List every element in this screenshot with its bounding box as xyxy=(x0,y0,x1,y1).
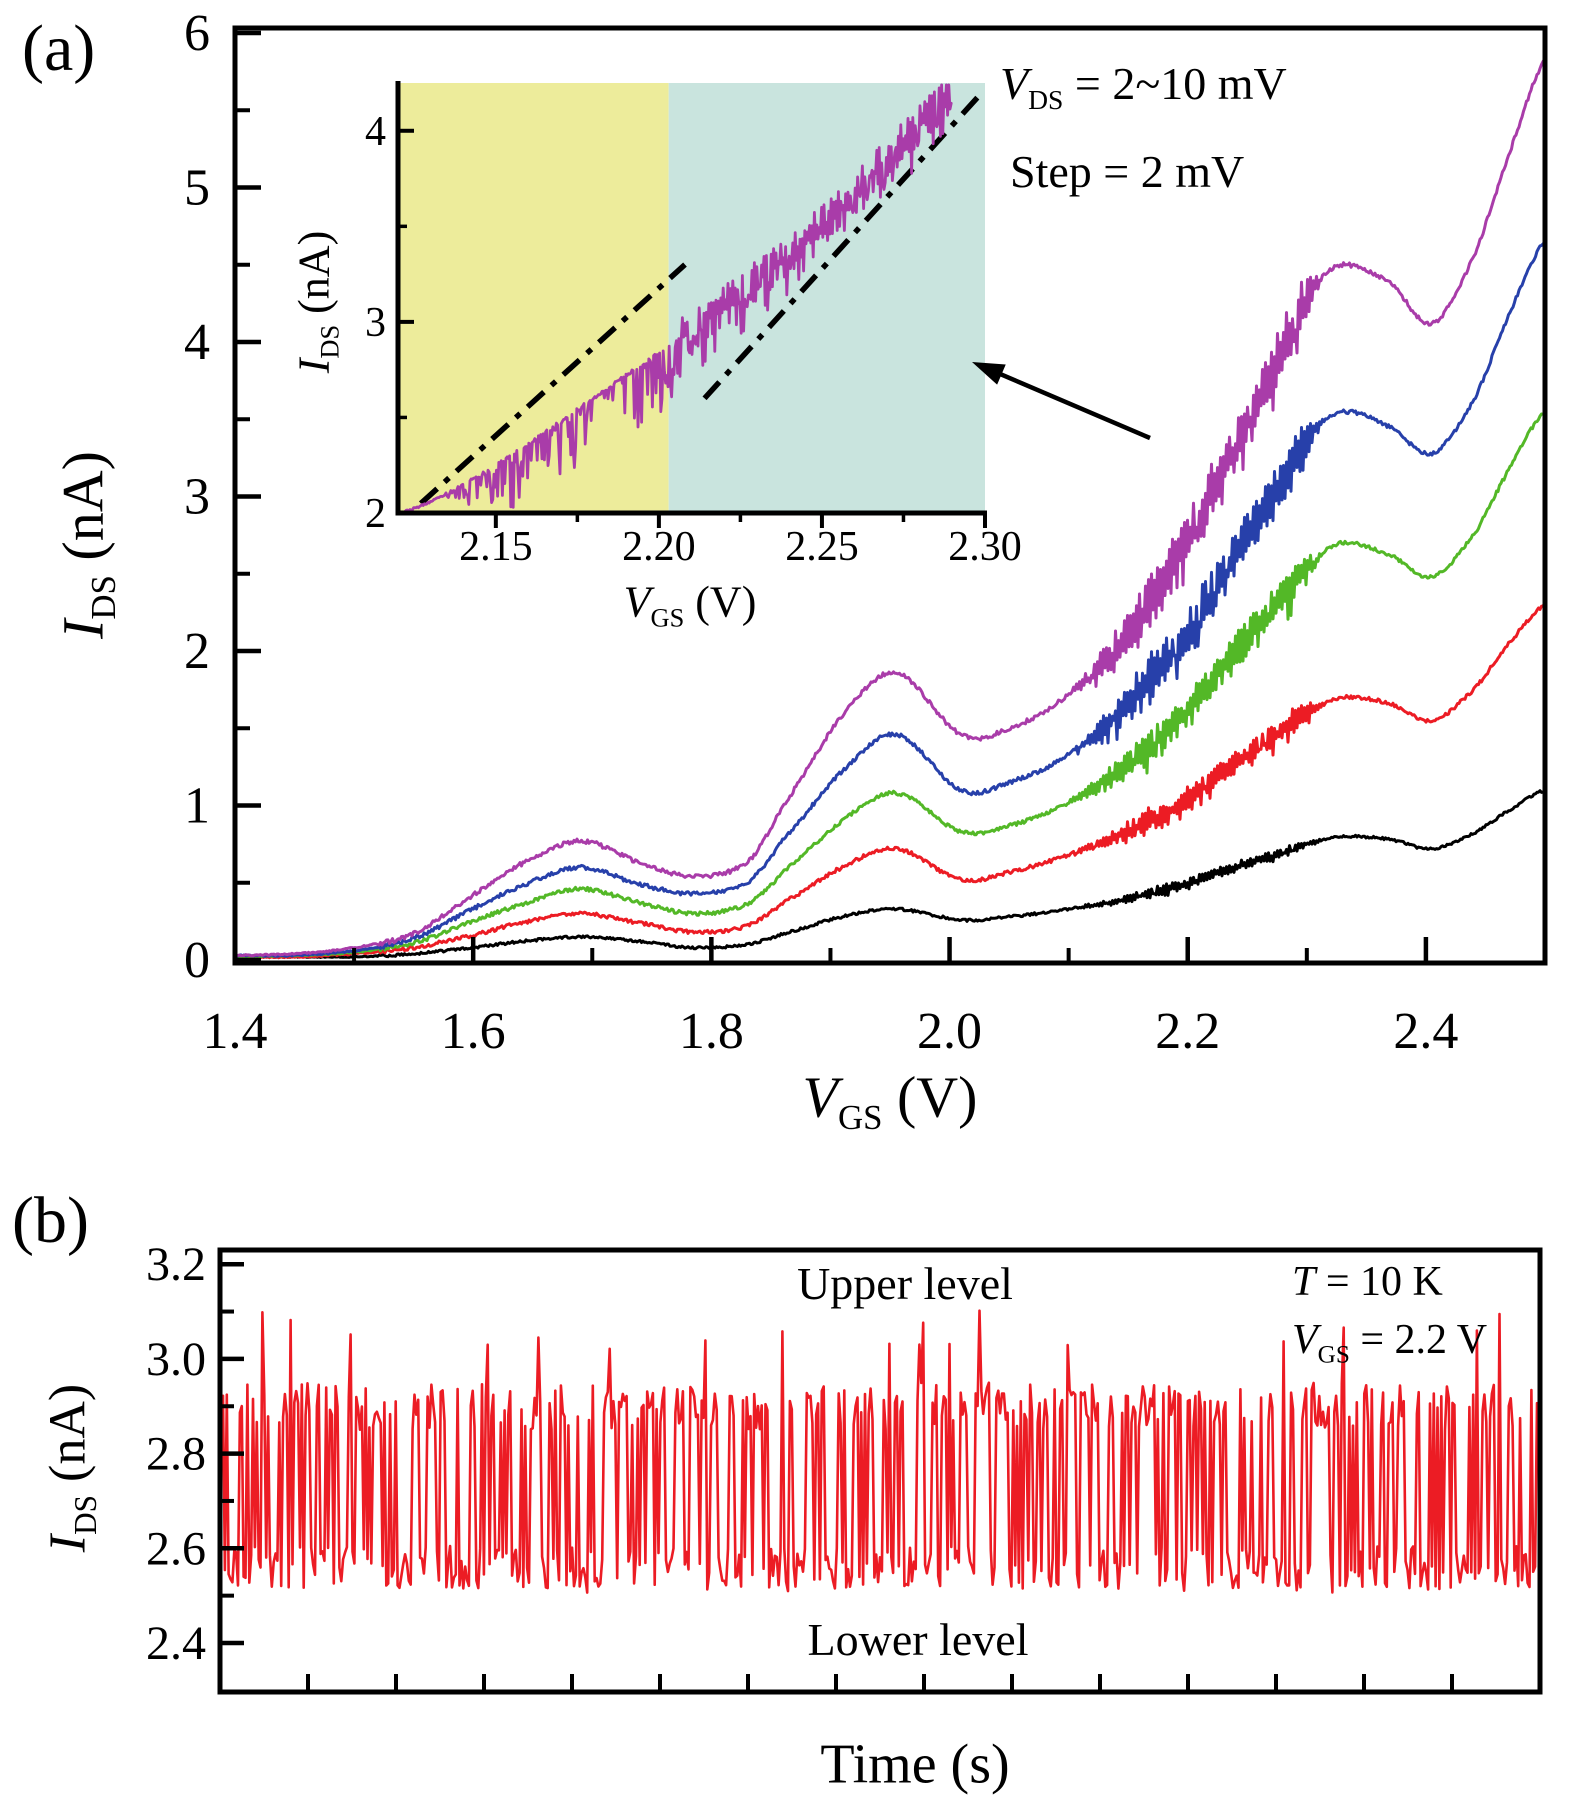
svg-text:4: 4 xyxy=(184,314,210,371)
svg-text:1: 1 xyxy=(184,778,210,835)
svg-text:3.2: 3.2 xyxy=(146,1238,206,1291)
svg-text:1.6: 1.6 xyxy=(441,1003,506,1060)
vgs-bias-annotation: VGS = 2.2 V xyxy=(1292,1317,1488,1369)
inset-curve xyxy=(398,83,953,513)
svg-text:2.25: 2.25 xyxy=(785,524,859,570)
svg-text:1.4: 1.4 xyxy=(203,1003,268,1060)
inset-axes: 2.15 2.20 2.25 2.30 2 3 4 xyxy=(365,81,1022,570)
panel-b-letter: (b) xyxy=(12,1184,89,1257)
svg-text:3.0: 3.0 xyxy=(146,1333,206,1386)
inset-shaded-regions xyxy=(398,83,985,513)
svg-text:5: 5 xyxy=(184,160,210,217)
svg-text:2.6: 2.6 xyxy=(146,1522,206,1575)
inset-y-axis-label: IDS (nA) xyxy=(289,230,345,374)
svg-text:2.8: 2.8 xyxy=(146,1428,206,1481)
svg-text:3: 3 xyxy=(365,300,386,346)
svg-text:0: 0 xyxy=(184,932,210,989)
svg-text:2.30: 2.30 xyxy=(948,524,1022,570)
telegraph-signal-trace xyxy=(221,1309,1539,1594)
svg-text:2: 2 xyxy=(365,491,386,537)
svg-text:1.8: 1.8 xyxy=(679,1003,744,1060)
vds-range-annotation: VDS = 2~10 mV xyxy=(1000,58,1287,116)
panel-a-letter: (a) xyxy=(22,12,96,85)
panel-a-axes: 1.4 1.6 1.8 2.0 2.2 2.4 0 1 2 3 4 5 6 xyxy=(184,5,1548,1060)
svg-text:3: 3 xyxy=(184,469,210,526)
panel-a-x-axis-label: VGS (V) xyxy=(802,1064,978,1138)
temperature-annotation: T = 10 K xyxy=(1292,1259,1443,1305)
svg-text:2.15: 2.15 xyxy=(459,524,533,570)
lower-level-label: Lower level xyxy=(807,1613,1029,1665)
inset-guide-line-2 xyxy=(702,94,981,401)
inset-x-axis-label: VGS (V) xyxy=(623,577,757,633)
svg-text:2.4: 2.4 xyxy=(146,1617,206,1670)
svg-text:2.20: 2.20 xyxy=(622,524,696,570)
step-annotation: Step = 2 mV xyxy=(1010,146,1245,197)
panel-b-x-axis-label: Time (s) xyxy=(820,1733,1010,1796)
svg-text:2: 2 xyxy=(184,623,210,680)
curve-v-ds-2-mv xyxy=(235,789,1545,959)
inset-guide-line-1 xyxy=(418,262,687,506)
upper-level-label: Upper level xyxy=(797,1257,1013,1309)
curve-v-ds-10-mv xyxy=(235,57,1545,958)
svg-text:4: 4 xyxy=(365,109,386,155)
panel-b-axes: 2.4 2.6 2.8 3.0 3.2 xyxy=(146,1238,1543,1695)
transfer-curves xyxy=(235,57,1545,960)
inset-plot xyxy=(398,83,981,513)
curve-v-ds-4-mv xyxy=(235,602,1545,960)
curve-v-ds-8-mv xyxy=(235,240,1545,958)
svg-text:2.4: 2.4 xyxy=(1393,1003,1458,1060)
svg-text:2.2: 2.2 xyxy=(1155,1003,1220,1060)
inset-pointer-arrow xyxy=(972,362,1151,441)
panel-b-y-axis-label: IDS (nA) xyxy=(39,1383,103,1553)
svg-text:6: 6 xyxy=(184,5,210,62)
panel-a-y-axis-label: IDS (nA) xyxy=(50,451,124,639)
svg-text:2.0: 2.0 xyxy=(917,1003,982,1060)
curve-v-ds-6-mv xyxy=(235,412,1545,959)
